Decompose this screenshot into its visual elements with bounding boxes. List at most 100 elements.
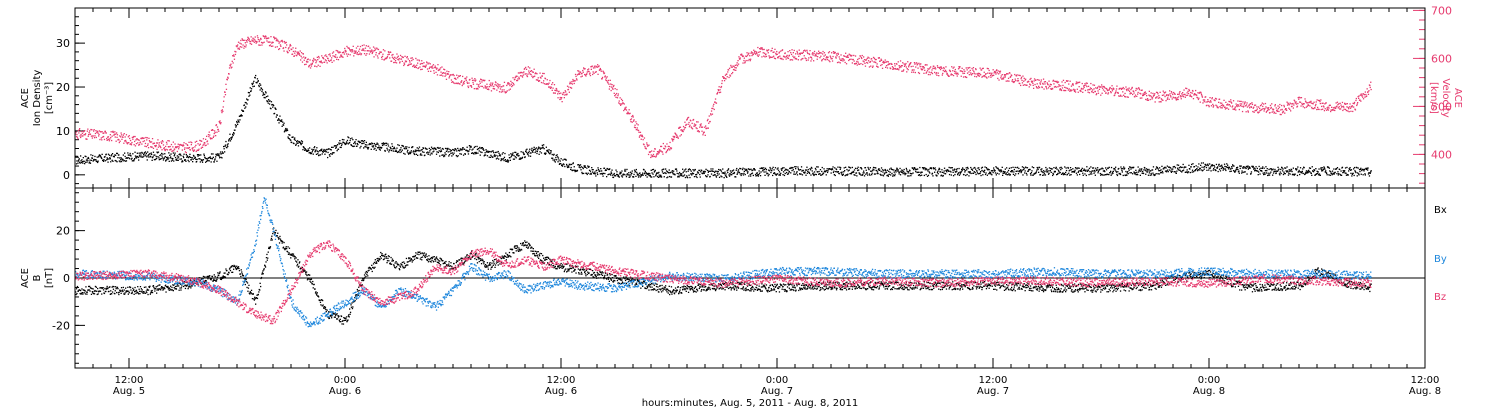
density-point [678,171,681,174]
density-point [513,154,515,157]
velocity-point [278,48,280,51]
density-point [143,154,145,156]
density-point [1023,168,1025,170]
density-point [989,171,992,174]
density-point [407,152,409,154]
density-point [573,169,575,171]
density-point [700,171,702,173]
density-point [1344,170,1346,172]
velocity-point [225,83,227,85]
density-point [854,174,856,176]
velocity-point [427,70,430,72]
density-point [1301,172,1303,174]
density-point [233,132,235,134]
velocity-point [210,137,212,139]
velocity-point [626,113,628,115]
density-point [192,161,194,163]
density-point [637,173,639,176]
velocity-point [759,48,762,50]
density-point [772,174,774,177]
density-point [923,167,925,169]
velocity-point [286,44,288,46]
density-point [599,170,601,172]
velocity-point [525,68,528,70]
density-point [286,129,289,132]
velocity-point [508,89,510,91]
density-point [771,170,773,172]
density-point [433,150,435,152]
velocity-point [528,70,530,72]
density-point [956,168,958,170]
density-point [453,152,455,154]
velocity-point [80,130,83,133]
density-point [441,147,444,150]
density-point [514,156,516,158]
velocity-point [133,144,135,146]
velocity-point [727,69,730,71]
density-point [890,174,892,176]
velocity-point [142,137,144,140]
density-point [1256,170,1258,172]
density-point [672,172,674,174]
velocity-point [480,78,482,80]
density-point [1259,168,1261,170]
density-point [978,169,980,171]
velocity-point [172,141,174,143]
velocity-point [653,150,655,152]
velocity-point [86,130,88,132]
density-point [110,155,112,157]
density-point [138,159,140,161]
density-point [1227,164,1229,166]
density-point [966,173,968,176]
density-point [159,154,161,157]
velocity-point [443,72,445,74]
density-point [187,157,190,159]
density-point [917,174,920,176]
density-point [581,172,583,175]
density-point [257,80,259,82]
density-point [378,145,380,147]
density-point [1213,167,1215,170]
density-point [736,172,739,174]
density-point [952,171,954,173]
density-point [757,174,759,176]
density-point [810,166,813,169]
density-point [484,152,486,154]
density-point [420,149,422,151]
density-point [506,160,508,162]
velocity-point [622,102,624,104]
velocity-point [812,52,814,54]
density-point [212,153,214,155]
density-point [477,152,479,154]
density-point [152,151,155,153]
velocity-point [581,72,583,75]
density-point [981,166,984,168]
density-point [499,155,502,157]
density-point [952,175,955,177]
density-point [629,176,631,178]
velocity-point [835,53,838,55]
density-point [1018,171,1020,173]
density-point [157,151,160,153]
velocity-point [330,59,332,61]
density-point [224,151,226,153]
velocity-point [539,72,541,74]
velocity-point [153,142,156,144]
density-point [1002,172,1004,174]
velocity-point [115,140,117,142]
velocity-point [244,42,246,44]
density-point [867,174,869,176]
density-point [957,174,959,176]
velocity-point [466,81,468,83]
density-point [1170,170,1172,172]
density-point [114,154,116,156]
velocity-point [789,50,791,52]
velocity-point [439,67,442,69]
density-point [510,153,512,155]
velocity-point [805,59,808,62]
velocity-point [691,127,693,129]
velocity-point [628,109,630,111]
velocity-point [807,59,809,61]
density-point [647,174,650,176]
density-point [792,166,794,169]
